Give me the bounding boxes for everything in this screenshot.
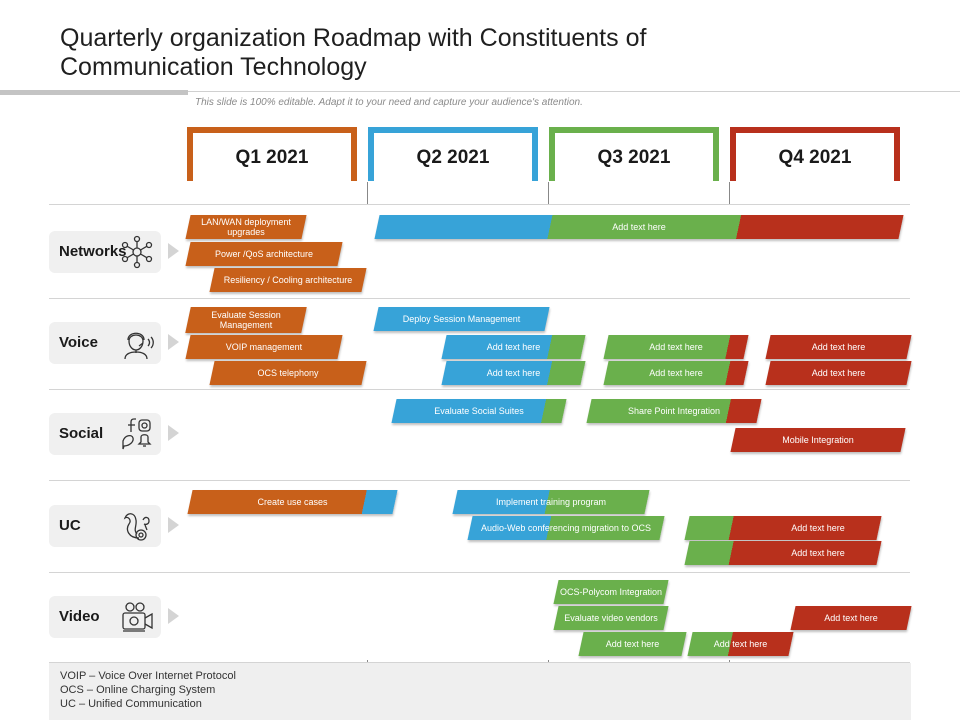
quarter-header-q4: Q4 2021 [730, 127, 900, 181]
quarter-label: Q2 2021 [416, 147, 490, 168]
row-separator [49, 572, 910, 573]
task-label: Add text here [811, 368, 866, 378]
row-arrow-icon [168, 425, 179, 441]
row-separator [49, 389, 910, 390]
quarter-header-q1: Q1 2021 [187, 127, 357, 181]
video-camera-person-icon [119, 599, 155, 635]
row-label-text: Voice [59, 334, 98, 351]
task-bar-video-q4-add[interactable]: Add text here [790, 606, 912, 630]
task-label: Add text here [612, 222, 666, 232]
row-label-uc: UC [49, 505, 161, 547]
footer-legend: VOIP – Voice Over Internet Protocol OCS … [49, 663, 911, 720]
row-label-text: Networks [59, 243, 127, 260]
task-bar-networks-add-text[interactable]: Add text here [374, 215, 904, 239]
page-title: Quarterly organization Roadmap with Cons… [60, 24, 647, 81]
task-bar-video-q3q4-add[interactable]: Add text here [687, 632, 794, 656]
task-bar-evaluate-video-vendors[interactable]: Evaluate video vendors [553, 606, 669, 630]
task-label: Add text here [791, 548, 845, 558]
task-bar-uc-q4-b[interactable]: Add text here [684, 541, 882, 565]
task-label: Evaluate Session Management [211, 310, 281, 330]
quarter-label: Q4 2021 [778, 147, 852, 168]
task-label: Add text here [649, 342, 703, 352]
row-separator [49, 204, 910, 205]
task-label: Evaluate video vendors [564, 613, 658, 623]
row-arrow-icon [168, 517, 179, 533]
task-bar-voice-q3-b[interactable]: Add text here [603, 361, 749, 385]
task-label: Power /QoS architecture [214, 249, 314, 259]
row-label-video: Video [49, 596, 161, 638]
footer-line: VOIP – Voice Over Internet Protocol [60, 670, 236, 682]
network-nodes-icon [119, 234, 155, 270]
quarter-header-q2: Q2 2021 [368, 127, 538, 181]
quarter-divider [548, 182, 549, 204]
task-bar-uc-q4-a[interactable]: Add text here [684, 516, 882, 540]
task-label: Audio-Web conferencing migration to OCS [481, 523, 651, 533]
footer-line: UC – Unified Communication [60, 698, 202, 710]
task-label: Resiliency / Cooling architecture [223, 275, 353, 285]
task-label: VOIP management [225, 342, 303, 352]
task-bar-power-qos[interactable]: Power /QoS architecture [185, 242, 343, 266]
task-label: OCS telephony [257, 368, 319, 378]
task-label: Add text here [605, 639, 660, 649]
quarter-header-q3: Q3 2021 [549, 127, 719, 181]
task-bar-voice-q4-b[interactable]: Add text here [765, 361, 912, 385]
task-bar-ocs-telephony[interactable]: OCS telephony [209, 361, 367, 385]
task-bar-voip-management[interactable]: VOIP management [185, 335, 343, 359]
task-bar-create-use-cases[interactable]: Create use cases [187, 490, 398, 514]
task-label: Add text here [713, 639, 768, 649]
row-label-text: Social [59, 425, 104, 442]
task-label: Add text here [486, 342, 541, 352]
task-bar-evaluate-social-suites[interactable]: Evaluate Social Suites [391, 399, 567, 423]
task-bar-lan-wan[interactable]: LAN/WAN deployment upgrades [185, 215, 307, 239]
task-bar-ocs-polycom[interactable]: OCS-Polycom Integration [553, 580, 669, 604]
task-label: Share Point Integration [627, 406, 721, 416]
task-bar-video-q3-add[interactable]: Add text here [578, 632, 687, 656]
task-bar-audio-web[interactable]: Audio-Web conferencing migration to OCS [467, 516, 665, 540]
task-bar-mobile-integration[interactable]: Mobile Integration [730, 428, 906, 452]
task-bar-resiliency[interactable]: Resiliency / Cooling architecture [209, 268, 367, 292]
task-bar-voice-q2-b[interactable]: Add text here [441, 361, 586, 385]
task-label: Add text here [811, 342, 866, 352]
task-label: Add text here [486, 368, 541, 378]
row-arrow-icon [168, 608, 179, 624]
task-bar-implement-training[interactable]: Implement training program [452, 490, 650, 514]
task-label: Add text here [791, 523, 845, 533]
quarter-divider [729, 182, 730, 204]
task-label: Implement training program [495, 497, 607, 507]
row-separator [49, 298, 910, 299]
row-separator [49, 662, 910, 663]
task-label: Create use cases [257, 497, 328, 507]
task-label: LAN/WAN deployment upgrades [201, 217, 291, 237]
subtitle: This slide is 100% editable. Adapt it to… [195, 97, 583, 108]
row-label-voice: Voice [49, 322, 161, 364]
task-bar-deploy-session[interactable]: Deploy Session Management [373, 307, 550, 331]
quarter-label: Q1 2021 [235, 147, 309, 168]
task-label: Add text here [824, 613, 878, 623]
row-label-text: Video [59, 608, 100, 625]
quarter-label: Q3 2021 [597, 147, 671, 168]
header-divider [0, 91, 960, 92]
task-label: Deploy Session Management [402, 314, 521, 324]
row-arrow-icon [168, 334, 179, 350]
row-label-text: UC [59, 517, 81, 534]
task-bar-voice-q3-a[interactable]: Add text here [603, 335, 749, 359]
row-label-networks: Networks [49, 231, 161, 273]
task-bar-voice-q2-a[interactable]: Add text here [441, 335, 586, 359]
person-headset-icon [119, 325, 155, 361]
social-media-icon [119, 416, 155, 452]
task-label: Evaluate Social Suites [434, 406, 524, 416]
header-accent [0, 90, 188, 95]
footer-line: OCS – Online Charging System [60, 684, 216, 696]
row-label-social: Social [49, 413, 161, 455]
row-arrow-icon [168, 243, 179, 259]
task-bar-sharepoint-integration[interactable]: Share Point Integration [586, 399, 762, 423]
task-bar-voice-q4-a[interactable]: Add text here [765, 335, 912, 359]
squirrel-icon [119, 508, 155, 544]
task-label: OCS-Polycom Integration [559, 587, 663, 597]
task-bar-evaluate-session[interactable]: Evaluate Session Management [185, 307, 307, 333]
row-separator [49, 480, 910, 481]
task-label: Add text here [649, 368, 703, 378]
quarter-divider [367, 182, 368, 204]
task-label: Mobile Integration [782, 435, 854, 445]
